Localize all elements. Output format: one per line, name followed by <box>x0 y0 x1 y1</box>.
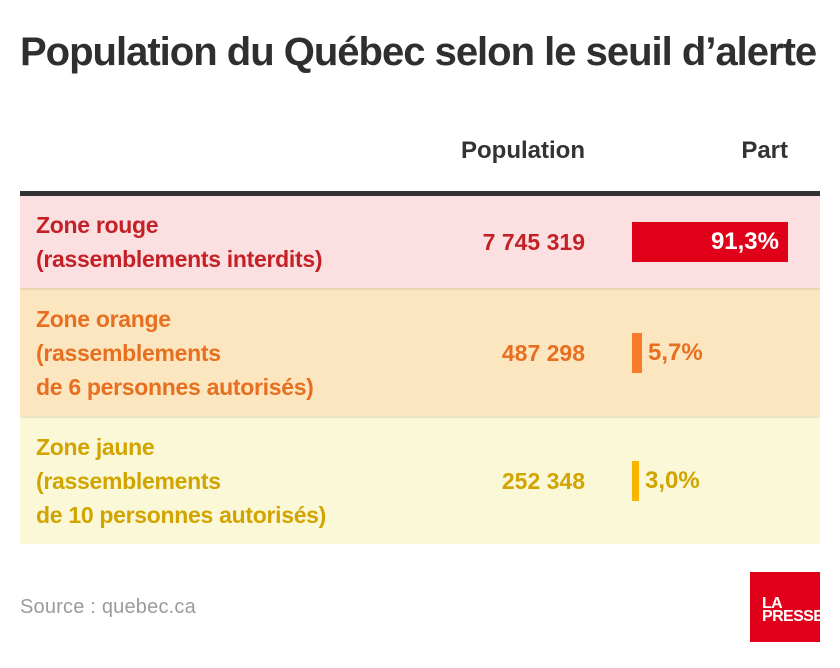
part-cell: 91,3% <box>585 222 820 262</box>
table-header: Population Part <box>20 136 820 191</box>
table-row-zone-rouge: Zone rouge (rassemblements interdits) 7 … <box>20 196 820 288</box>
part-bar <box>632 333 642 373</box>
column-header-population: Population <box>461 137 585 164</box>
alert-threshold-table: Population Part Zone rouge (rassemblemen… <box>20 136 820 544</box>
zone-detail: de 6 personnes autorisés) <box>36 374 314 400</box>
population-value: 487 298 <box>501 339 585 366</box>
population-value: 252 348 <box>501 467 585 494</box>
part-cell: 3,0% <box>585 461 820 501</box>
zone-label: Zone jaune (rassemblements de 10 personn… <box>20 430 420 532</box>
zone-name: Zone rouge <box>36 212 159 238</box>
zone-detail: (rassemblements <box>36 468 221 494</box>
la-presse-logo: LA PRESSE <box>750 572 824 642</box>
zone-name: Zone orange <box>36 306 171 332</box>
page-title: Population du Québec selon le seuil d’al… <box>20 30 817 74</box>
part-value: 5,7% <box>648 339 703 366</box>
part-bar <box>632 461 639 501</box>
logo-text-presse: PRESSE <box>762 608 824 625</box>
zone-label: Zone rouge (rassemblements interdits) <box>20 208 420 276</box>
table-row-zone-orange: Zone orange (rassemblements de 6 personn… <box>20 288 820 416</box>
zone-name: Zone jaune <box>36 434 155 460</box>
footer: Source : quebec.ca LA PRESSE <box>20 572 824 642</box>
zone-detail: (rassemblements interdits) <box>36 246 323 272</box>
part-cell: 5,7% <box>585 333 820 373</box>
part-value: 3,0% <box>645 467 700 494</box>
zone-detail: (rassemblements <box>36 340 221 366</box>
population-value: 7 745 319 <box>482 228 585 255</box>
table-body: Zone rouge (rassemblements interdits) 7 … <box>20 191 820 544</box>
zone-label: Zone orange (rassemblements de 6 personn… <box>20 302 420 404</box>
column-header-part: Part <box>741 137 788 164</box>
part-bar: 91,3% <box>632 222 788 262</box>
source-label: Source : quebec.ca <box>20 595 196 618</box>
logo-text-la: LA <box>762 595 783 612</box>
zone-detail: de 10 personnes autorisés) <box>36 502 327 528</box>
table-row-zone-jaune: Zone jaune (rassemblements de 10 personn… <box>20 416 820 544</box>
part-value: 91,3% <box>710 228 779 255</box>
